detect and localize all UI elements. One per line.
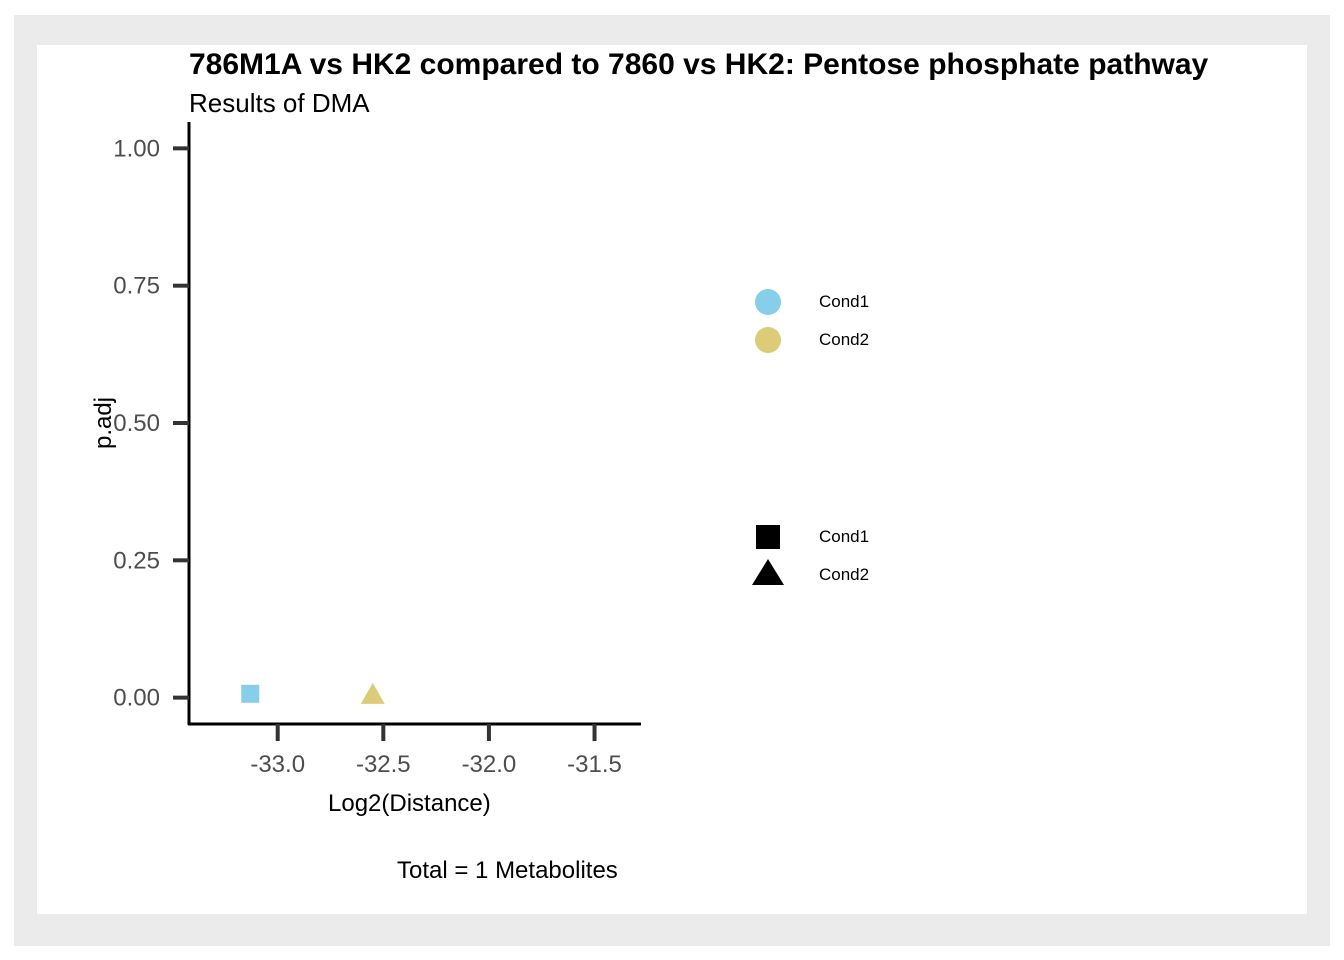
data-point-cond1 xyxy=(241,684,260,703)
color-legend-label-cond2: Cond2 xyxy=(819,330,870,349)
chart-subtitle: Results of DMA xyxy=(189,88,370,118)
x-tick-label: -33.0 xyxy=(250,751,305,778)
shape-legend-key-cond1 xyxy=(756,525,780,549)
y-tick-label: 0.75 xyxy=(113,273,160,300)
plot-panel xyxy=(37,45,1307,914)
x-tick-label: -32.0 xyxy=(462,751,517,778)
color-legend-key-cond2 xyxy=(755,327,781,353)
y-tick-label: 0.00 xyxy=(113,685,160,712)
x-axis-label: Log2(Distance) xyxy=(328,790,491,817)
chart-title: 786M1A vs HK2 compared to 7860 vs HK2: P… xyxy=(189,48,1209,81)
y-tick-label: 1.00 xyxy=(113,135,160,162)
chart-caption: Total = 1 Metabolites xyxy=(397,857,618,884)
color-legend-key-cond1 xyxy=(755,289,781,315)
shape-legend-label-cond1: Cond1 xyxy=(819,527,870,546)
data-point-cond2 xyxy=(360,682,385,704)
x-tick-label: -32.5 xyxy=(356,751,411,778)
color-legend-label-cond1: Cond1 xyxy=(819,292,870,311)
y-tick-label: 0.50 xyxy=(113,410,160,437)
shape-legend-key-cond2 xyxy=(752,559,784,585)
x-tick-label: -31.5 xyxy=(567,751,622,778)
y-tick-label: 0.25 xyxy=(113,547,160,574)
shape-legend-label-cond2: Cond2 xyxy=(819,565,870,584)
